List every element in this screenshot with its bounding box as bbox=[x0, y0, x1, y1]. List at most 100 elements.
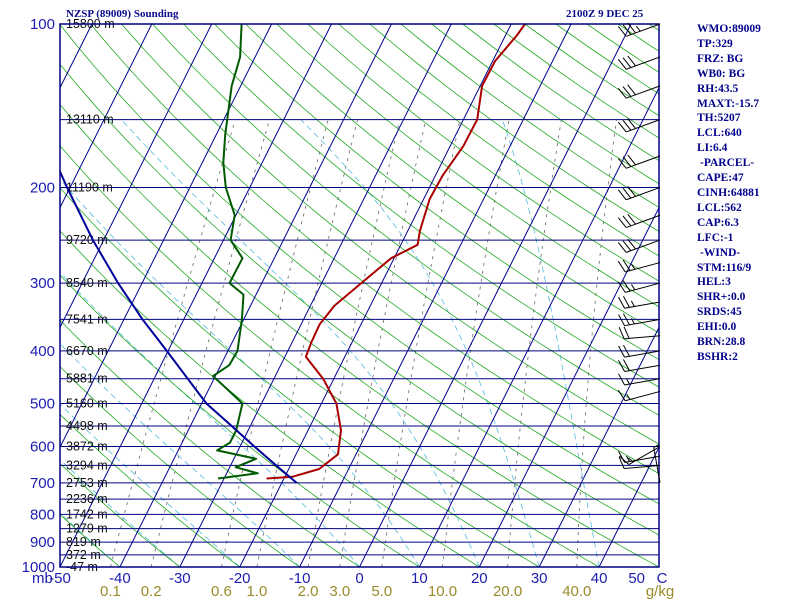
index-value: LFC:-1 bbox=[697, 231, 734, 244]
wind-barb bbox=[617, 213, 661, 229]
index-value: CAPE:47 bbox=[697, 172, 744, 185]
pressure-tick-label: 700 bbox=[30, 475, 55, 492]
index-value: MAXT:-15.7 bbox=[697, 97, 760, 110]
height-label: 9720 m bbox=[66, 233, 108, 247]
index-value: FRZ: BG bbox=[697, 52, 744, 65]
index-value: RH:43.5 bbox=[697, 82, 739, 95]
pressure-tick-label: 200 bbox=[30, 179, 55, 196]
temperature-tick-labels: mb-50 -40 -30 -20 -10 0 10 20 30 40 50 C bbox=[32, 570, 668, 587]
height-label: 1279 m bbox=[66, 522, 108, 536]
index-value: SHR+:0.0 bbox=[697, 291, 746, 304]
mixing-ratio-tick-label: 2.0 bbox=[298, 583, 319, 600]
wind-barb bbox=[617, 22, 661, 37]
parcel-trace bbox=[60, 169, 298, 484]
mixing-ratio-line bbox=[307, 119, 401, 567]
isobars bbox=[60, 24, 659, 567]
mixing-ratio-tick-label: 3.0 bbox=[329, 583, 350, 600]
wind-barb bbox=[653, 443, 661, 483]
moist-adiabat-line bbox=[502, 119, 600, 567]
isotherm-line bbox=[60, 24, 213, 329]
mixing-ratio-tick-label: 0.6 bbox=[211, 583, 232, 600]
mixing-ratio-line bbox=[256, 119, 358, 567]
wind-barb bbox=[618, 359, 661, 372]
moist-adiabat-line bbox=[60, 271, 360, 567]
isotherm-line bbox=[598, 446, 659, 567]
mixing-ratio-tick-labels: 0.1 0.2 0.6 1.0 2.0 3.0 5.0 10.0 20.0 40.0 g/kg bbox=[100, 583, 674, 600]
index-value: EHI:0.0 bbox=[697, 321, 737, 334]
wind-barb bbox=[617, 186, 661, 201]
isotherm-line bbox=[119, 24, 392, 567]
pressure-tick-label: 900 bbox=[30, 534, 55, 551]
mixing-ratio-line bbox=[221, 119, 329, 567]
pressure-tick-label: 500 bbox=[30, 396, 55, 413]
mixing-ratio-tick-label: 40.0 bbox=[562, 583, 591, 600]
index-section-header: -WIND- bbox=[700, 246, 741, 259]
temperature-tick-label: -30 bbox=[169, 570, 191, 587]
height-label: 3294 m bbox=[66, 458, 108, 472]
isotherm-line bbox=[60, 24, 273, 449]
temperature-tick-label: 10 bbox=[411, 570, 428, 587]
isotherm-line bbox=[359, 24, 632, 567]
temperature-unit-label: C bbox=[657, 570, 668, 587]
moist-adiabat-line bbox=[60, 403, 240, 567]
mixing-ratio-tick-label: 20.0 bbox=[493, 583, 522, 600]
temperature-tick-label: -50 bbox=[49, 570, 71, 587]
wind-barb bbox=[617, 238, 661, 253]
index-value: CINH:64881 bbox=[697, 186, 760, 199]
index-value: TP:329 bbox=[697, 37, 733, 50]
wind-barb bbox=[618, 456, 661, 470]
height-label: 3872 m bbox=[66, 440, 108, 454]
pressure-tick-labels: 100 200 300 400 500 600 700 800 900 1000 bbox=[22, 16, 55, 576]
pressure-unit-label: mb bbox=[32, 570, 53, 587]
height-label: 6670 m bbox=[66, 344, 108, 358]
height-label: 5881 m bbox=[66, 372, 108, 386]
wind-barb bbox=[618, 373, 661, 386]
wind-barb bbox=[618, 313, 661, 327]
isotherm-line bbox=[418, 86, 659, 567]
height-label: 819 m bbox=[66, 535, 101, 549]
valid-time: 2100Z 9 DEC 25 bbox=[566, 8, 644, 20]
sounding-traces bbox=[60, 24, 526, 484]
pressure-tick-label: 300 bbox=[30, 275, 55, 292]
wind-barb bbox=[618, 295, 661, 309]
wind-barb bbox=[618, 451, 661, 463]
index-value: WB0: BG bbox=[697, 67, 746, 80]
dewpoint-trace bbox=[212, 24, 259, 480]
index-section-header: -PARCEL- bbox=[700, 157, 755, 170]
index-value: BSHR:2 bbox=[697, 350, 738, 363]
plot-frame bbox=[59, 23, 660, 568]
isotherm-line bbox=[179, 24, 452, 567]
index-value: STM:116/9 bbox=[697, 261, 752, 274]
mixing-ratio-lines bbox=[110, 119, 617, 567]
height-label: 372 m bbox=[66, 548, 101, 562]
index-value: CAP:6.3 bbox=[697, 216, 739, 229]
index-value: TH:5207 bbox=[697, 112, 741, 125]
temperature-trace bbox=[266, 24, 526, 480]
temperature-tick-label: 20 bbox=[471, 570, 488, 587]
index-value: SRDS:45 bbox=[697, 306, 742, 319]
temperature-tick-label: -10 bbox=[289, 570, 311, 587]
mixing-ratio-tick-label: 10.0 bbox=[428, 583, 457, 600]
temperature-tick-label: -20 bbox=[229, 570, 251, 587]
height-label: 11190 m bbox=[66, 180, 113, 194]
mixing-ratio-tick-label: 0.1 bbox=[100, 583, 121, 600]
mixing-ratio-unit-label: g/kg bbox=[646, 583, 674, 600]
temperature-tick-label: 0 bbox=[355, 570, 363, 587]
pressure-tick-label: 800 bbox=[30, 506, 55, 523]
height-label: 7541 m bbox=[66, 312, 108, 326]
mixing-ratio-tick-label: 1.0 bbox=[246, 583, 267, 600]
temperature-tick-label: -40 bbox=[109, 570, 131, 587]
height-label: 8540 m bbox=[66, 276, 108, 290]
index-value: HEL:3 bbox=[697, 276, 731, 289]
wind-barb bbox=[618, 344, 661, 358]
isotherm-line bbox=[478, 206, 659, 567]
wind-barbs bbox=[617, 22, 661, 483]
wind-barb bbox=[617, 118, 661, 133]
height-label: 2236 m bbox=[66, 492, 108, 506]
wind-barb bbox=[617, 84, 661, 99]
isotherm-line bbox=[60, 24, 332, 567]
wind-barb bbox=[618, 326, 661, 340]
moist-adiabat-line bbox=[60, 178, 420, 567]
